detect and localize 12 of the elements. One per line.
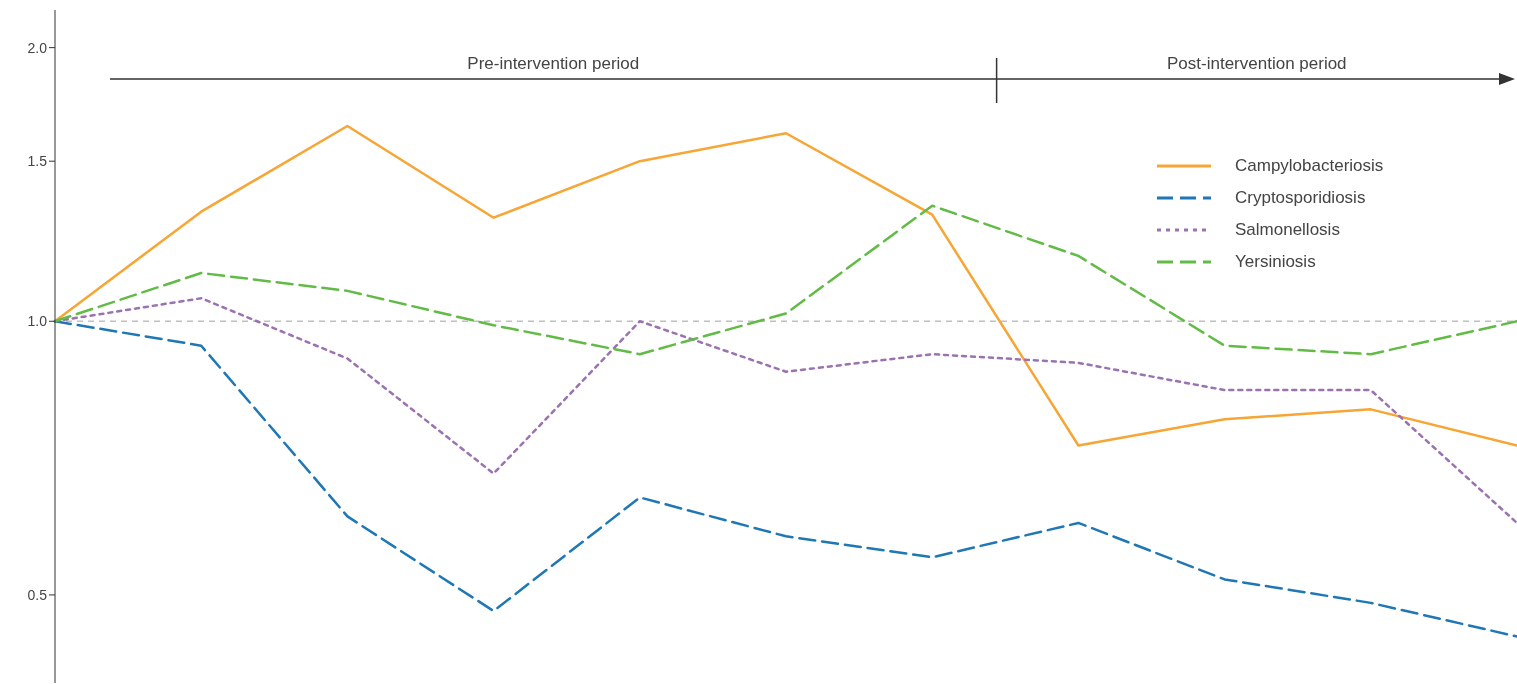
- legend-label: Campylobacteriosis: [1235, 156, 1384, 176]
- legend-label: Salmonellosis: [1235, 220, 1340, 240]
- annotation: Post-intervention period: [1167, 54, 1347, 73]
- line-series: [53, 204, 1517, 356]
- y-tick-label: 2.0: [27, 39, 48, 56]
- legend-label: Cryptosporidiosis: [1235, 188, 1366, 208]
- y-tick-label: 0.5: [27, 586, 48, 603]
- y-tick-label: 1.5: [27, 153, 48, 170]
- legend-label: Yersiniosis: [1235, 252, 1316, 272]
- line-series: [53, 320, 1517, 638]
- annotation: Pre-intervention period: [467, 54, 640, 73]
- y-tick-label: 1.0: [27, 313, 48, 330]
